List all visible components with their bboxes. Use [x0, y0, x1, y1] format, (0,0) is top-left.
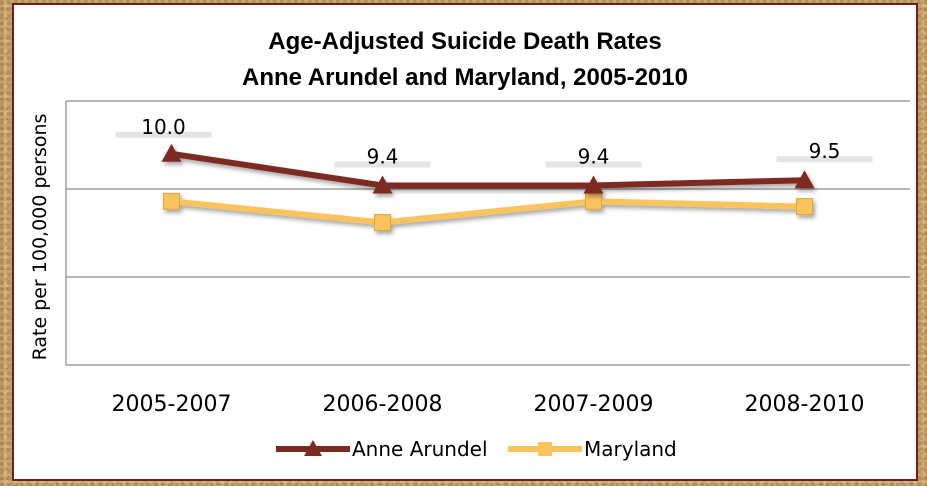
- data-label-bg: [776, 156, 873, 163]
- data-label-bg: [545, 161, 642, 168]
- data-label-bg: [115, 131, 212, 138]
- x-tick-label: 2005-2007: [112, 392, 232, 417]
- series-anne-arundel: [161, 143, 815, 194]
- data-label: 9.4: [578, 144, 610, 168]
- data-point: [161, 143, 182, 162]
- gridlines: [65, 100, 910, 366]
- data-label: 9.5: [809, 139, 841, 163]
- legend-item: Anne Arundel: [276, 437, 488, 461]
- x-tick-label: 2007-2009: [534, 392, 654, 417]
- data-point: [585, 192, 602, 210]
- series-line: [171, 150, 805, 189]
- chart-title-line1: Age-Adjusted Suicide Death Rates: [268, 28, 661, 55]
- chart-frame: Age-Adjusted Suicide Death Rates Anne Ar…: [12, 3, 918, 481]
- data-label: 9.4: [367, 144, 399, 168]
- legend-marker: [304, 440, 322, 456]
- data-point: [372, 175, 393, 194]
- legend-label: Anne Arundel: [352, 437, 488, 461]
- data-point: [794, 170, 815, 189]
- y-axis-label: Rate per 100,000 persons: [29, 114, 51, 361]
- data-point: [163, 192, 180, 210]
- series-line: [171, 198, 805, 226]
- data-label-bg: [334, 161, 431, 168]
- x-tick-label: 2008-2010: [745, 392, 865, 417]
- chart-title-line2: Anne Arundel and Maryland, 2005-2010: [242, 64, 688, 91]
- legend: Anne Arundel Maryland: [276, 437, 677, 461]
- legend-marker: [538, 442, 552, 456]
- x-tick-labels: 2005-2007 2006-2008 2007-2009 2008-2010: [112, 392, 865, 417]
- data-point: [374, 213, 391, 231]
- legend-item: Maryland: [508, 437, 677, 461]
- x-tick-label: 2006-2008: [323, 392, 443, 417]
- data-label: 10.0: [141, 115, 186, 139]
- series-layer: 10.0 9.4 9.4 9.5: [115, 115, 873, 231]
- legend-label: Maryland: [584, 437, 677, 461]
- data-point: [583, 175, 604, 194]
- data-point: [796, 198, 813, 216]
- line-chart: Age-Adjusted Suicide Death Rates Anne Ar…: [29, 28, 910, 461]
- series-maryland: [163, 192, 813, 231]
